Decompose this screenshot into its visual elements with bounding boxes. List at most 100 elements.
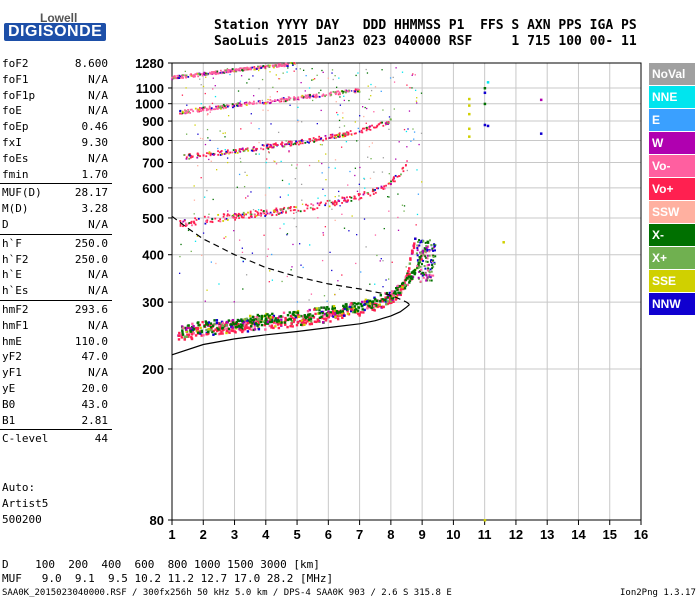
trace-point <box>226 69 228 71</box>
legend-item: X- <box>649 224 695 246</box>
trace-point <box>398 291 401 295</box>
trace-point <box>251 315 255 319</box>
trace-point <box>322 139 324 142</box>
cusp-point <box>424 267 427 270</box>
echo-point <box>379 260 381 262</box>
trace-point <box>299 210 302 213</box>
trace-point <box>257 317 260 321</box>
echo-point <box>365 246 367 248</box>
echo-point <box>348 99 350 102</box>
trace-point <box>184 76 187 79</box>
trace-point <box>353 132 356 135</box>
echo-point <box>288 151 290 153</box>
trace-point <box>224 71 227 74</box>
echo-point <box>300 183 303 186</box>
trace-point <box>218 326 222 330</box>
echo-point <box>296 301 299 303</box>
trace-point <box>178 74 181 77</box>
cusp-point <box>431 247 434 250</box>
trace-point <box>289 207 292 210</box>
cusp-point <box>427 267 430 270</box>
echo-point <box>267 98 269 101</box>
auto-label: Auto: <box>2 481 36 494</box>
trace-point <box>240 103 243 106</box>
trace-point <box>181 331 184 334</box>
param-row: foEs N/A <box>0 151 112 167</box>
trace-point <box>315 139 318 142</box>
trace-point <box>272 321 276 324</box>
trace-point <box>248 327 251 330</box>
trace-point <box>281 144 283 146</box>
isolated-point <box>468 127 471 131</box>
echo-point <box>341 213 343 215</box>
trace-point <box>341 92 344 95</box>
trace-point <box>247 67 250 70</box>
echo-point <box>274 160 276 163</box>
trace-point <box>202 154 205 157</box>
trace-point <box>408 267 411 270</box>
trace-point <box>302 316 305 320</box>
trace-point <box>204 320 207 323</box>
trace-point <box>212 108 215 111</box>
trace-point <box>225 331 228 335</box>
echo-point <box>268 152 270 154</box>
y-tick-label: 400 <box>142 248 164 263</box>
trace-point <box>339 314 342 317</box>
echo-point <box>241 251 244 254</box>
trace-point <box>274 317 277 320</box>
trace-point <box>184 109 186 112</box>
echo-point <box>342 117 344 119</box>
trace-point <box>283 321 287 324</box>
trace-point <box>408 277 411 281</box>
echo-point <box>199 137 202 140</box>
trace-point <box>215 73 217 76</box>
trace-point <box>239 69 242 72</box>
echo-point <box>395 67 397 69</box>
echo-point <box>370 95 372 97</box>
trace-point <box>312 95 314 98</box>
trace-point <box>227 327 231 331</box>
echo-point <box>288 183 290 185</box>
legend-item: NNW <box>649 293 695 315</box>
trace-point <box>241 147 244 150</box>
trace-point <box>393 176 395 179</box>
echo-point <box>338 126 341 129</box>
cusp-point <box>416 246 419 249</box>
trace-point <box>381 300 384 303</box>
trace-point <box>259 212 262 215</box>
param-row: B0 43.0 <box>0 397 112 413</box>
echo-point <box>326 300 328 302</box>
y-tick-label: 600 <box>142 181 164 196</box>
echo-point <box>415 100 418 102</box>
trace-point <box>344 199 347 202</box>
trace-point <box>344 89 347 92</box>
param-name: C-level <box>2 432 49 446</box>
trace-point <box>250 215 253 217</box>
trace-point <box>292 143 295 146</box>
x-tick-label: 1 <box>168 527 175 542</box>
trace-point <box>196 156 199 159</box>
trace-point <box>351 304 355 308</box>
echo-point <box>335 86 338 88</box>
trace-point <box>208 71 211 74</box>
echo-point <box>374 283 376 285</box>
cusp-point <box>420 263 423 266</box>
echo-point <box>395 158 397 160</box>
echo-point <box>330 201 332 204</box>
trace-point <box>304 315 307 318</box>
trace-point <box>309 317 313 321</box>
trace-point <box>347 90 350 93</box>
echo-point <box>367 85 369 87</box>
trace-point <box>253 325 256 328</box>
trace-point <box>293 62 296 64</box>
trace-point <box>194 334 198 337</box>
trace-point <box>406 283 409 287</box>
param-row: B1 2.81 <box>0 413 112 429</box>
trace-point <box>220 107 222 110</box>
trace-point <box>288 311 291 314</box>
echo-point <box>336 111 338 114</box>
trace-point <box>388 295 391 298</box>
trace-point <box>263 323 266 327</box>
trace-point <box>334 136 337 139</box>
echo-point <box>362 106 364 108</box>
